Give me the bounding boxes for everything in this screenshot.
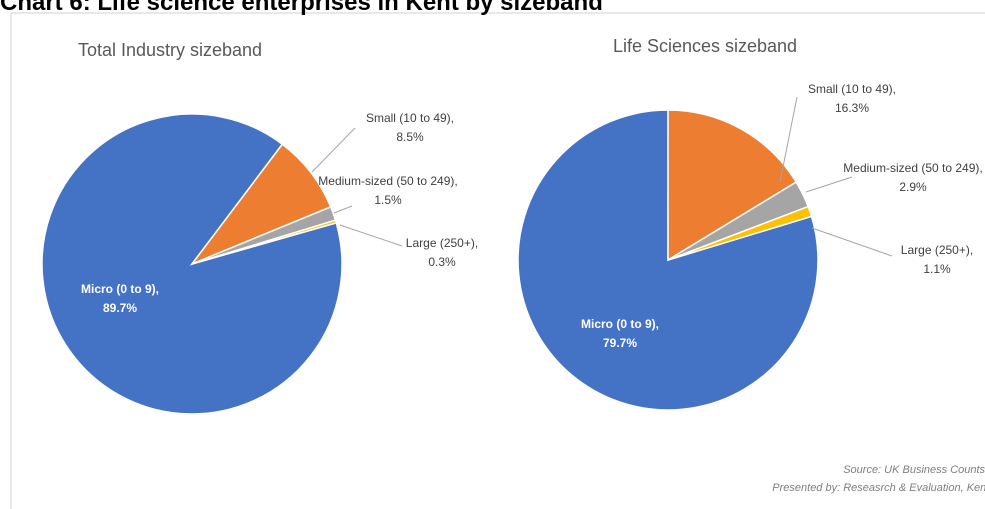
data-label: Medium-sized (50 to 249), 2.9% — [843, 161, 982, 194]
presenter-note: Presented by: Reseasrch & Evaluation, Ke… — [772, 482, 985, 494]
label-category: Small (10 to 49), — [808, 82, 896, 96]
leader-line — [811, 227, 893, 257]
label-category: Small (10 to 49), — [366, 111, 454, 125]
label-category: Large (250+), — [406, 236, 478, 250]
data-label: Small (10 to 49), 16.3% — [808, 82, 896, 115]
pie-slice — [667, 205, 813, 261]
leader-line — [339, 224, 403, 247]
label-value: 2.9% — [899, 180, 927, 194]
source-note: Source: UK Business Counts, ONS — [843, 464, 985, 476]
leader-line — [805, 176, 853, 193]
label-value: 89.7% — [103, 301, 137, 315]
label-value: 8.5% — [396, 130, 424, 144]
leader-line — [779, 96, 798, 183]
data-label: Large (250+), 1.1% — [901, 243, 973, 276]
pie-slice — [667, 109, 798, 262]
label-value: 16.3% — [835, 101, 869, 115]
label-value: 1.5% — [374, 193, 402, 207]
label-value: 1.1% — [923, 262, 951, 276]
pie-slice — [191, 219, 338, 265]
data-label: Medium-sized (50 to 249), 1.5% — [318, 174, 457, 207]
data-label: Small (10 to 49), 8.5% — [366, 111, 454, 144]
data-label: Large (250+), 0.3% — [406, 236, 478, 269]
leader-line — [333, 205, 353, 214]
data-label: Micro (0 to 9), 79.7% — [581, 317, 659, 350]
label-category: Medium-sized (50 to 249), — [843, 161, 982, 175]
label-category: Micro (0 to 9), — [581, 317, 659, 331]
pie-title: Life Sciences sizeband — [613, 36, 797, 56]
pie-title: Total Industry sizeband — [78, 40, 262, 60]
data-label: Micro (0 to 9), 89.7% — [81, 282, 159, 315]
label-category: Medium-sized (50 to 249), — [318, 174, 457, 188]
leader-line — [311, 127, 356, 173]
chart-title: Chart 6: Life science enterprises in Ken… — [0, 0, 603, 16]
label-value: 79.7% — [603, 336, 637, 350]
label-value: 0.3% — [428, 255, 456, 269]
label-category: Micro (0 to 9), — [81, 282, 159, 296]
label-category: Large (250+), — [901, 243, 973, 257]
